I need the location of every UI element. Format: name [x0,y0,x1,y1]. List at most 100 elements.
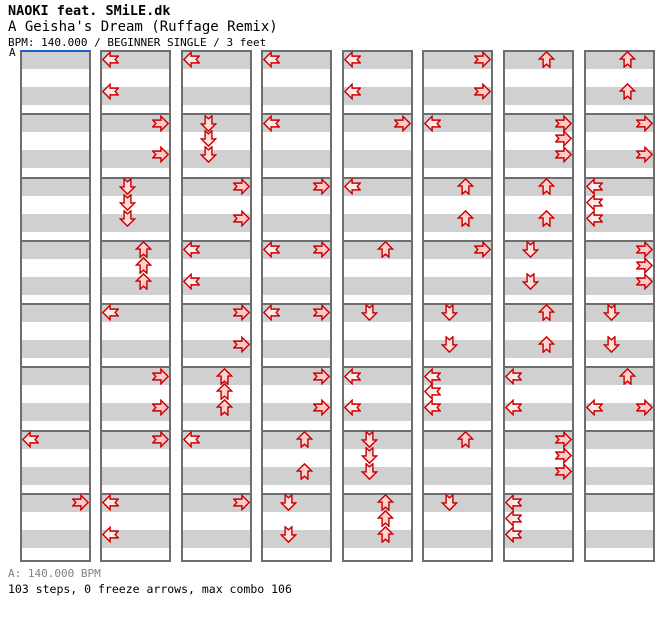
beat-stripe [586,213,653,232]
measure-line [183,303,250,305]
up-arrow-icon [538,177,556,195]
chart-column-3 [181,50,252,562]
down-arrow-icon [521,272,539,290]
right-arrow-icon [313,241,331,259]
right-arrow-icon [636,399,654,417]
beat-stripe [183,276,250,295]
beat-stripe [424,466,491,485]
beat-stripe [263,431,330,449]
measure-line [505,303,572,305]
beat-stripe [344,276,411,295]
measure-line [424,429,491,432]
beat-stripe [586,529,653,548]
beat-stripe [22,213,89,232]
up-arrow-icon [377,494,395,512]
beat-stripe [424,529,491,548]
artist-name: NAOKI feat. SMiLE.dk [8,3,171,19]
down-arrow-icon [440,494,458,512]
down-arrow-icon [118,209,136,227]
beat-stripe [22,340,89,358]
left-arrow-icon [182,51,200,69]
measure-line [344,429,411,432]
right-arrow-icon [555,114,573,132]
up-arrow-icon [619,51,637,69]
chart-column-4 [261,50,332,562]
right-arrow-icon [636,241,654,259]
measure-line [102,492,169,495]
measure-line [183,113,250,116]
measure-line [22,113,89,116]
measure-line [344,492,411,495]
left-arrow-icon [262,114,280,132]
beat-stripe [22,241,89,259]
beat-stripe [344,494,411,512]
left-arrow-icon [585,193,603,211]
measure-line [183,239,250,242]
up-arrow-icon [538,51,556,69]
up-arrow-icon [135,272,153,290]
left-arrow-icon [423,114,441,132]
right-arrow-icon [636,256,654,274]
beat-stripe [424,178,491,196]
measure-line [22,366,89,369]
left-arrow-icon [101,304,119,322]
left-arrow-icon [262,241,280,259]
measure-line [263,303,330,305]
up-arrow-icon [457,430,475,448]
beat-stripe [424,276,491,295]
beat-stripe [424,431,491,449]
beat-stripe [586,276,653,295]
measure-line [263,239,330,242]
beat-stripe [22,305,89,322]
right-arrow-icon [313,304,331,322]
beat-stripe [263,403,330,422]
up-arrow-icon [538,209,556,227]
beat-stripe [263,87,330,105]
measure-line [586,303,653,305]
measure-line [22,492,89,495]
beat-stripe [263,276,330,295]
measure-line [183,492,250,495]
left-arrow-icon [262,304,280,322]
measure-line [424,366,491,369]
up-arrow-icon [377,525,395,543]
down-arrow-icon [360,446,378,464]
beat-stripe [183,115,250,133]
up-arrow-icon [457,177,475,195]
measure-line [505,366,572,369]
beat-stripe [424,305,491,322]
left-arrow-icon [423,367,441,385]
up-arrow-icon [296,430,314,448]
chart-column-6 [422,50,493,562]
beat-stripe [102,403,169,422]
measure-line [344,303,411,305]
measure-line [344,239,411,242]
up-arrow-icon [216,383,234,401]
down-arrow-icon [440,336,458,354]
right-arrow-icon [555,430,573,448]
beat-stripe [586,403,653,422]
up-arrow-icon [538,304,556,322]
right-arrow-icon [233,304,251,322]
beat-stripe [263,494,330,512]
up-arrow-icon [538,336,556,354]
beat-stripe [22,115,89,133]
left-arrow-icon [343,177,361,195]
right-arrow-icon [313,399,331,417]
beat-stripe [344,150,411,169]
beat-stripe [424,403,491,422]
measure-line [505,176,572,179]
beat-stripe [505,52,572,69]
measure-line [586,113,653,116]
left-arrow-icon [423,399,441,417]
beat-stripe [586,52,653,69]
down-arrow-icon [360,304,378,322]
beat-stripe [505,305,572,322]
up-arrow-icon [619,83,637,101]
left-arrow-icon [182,272,200,290]
section-bpm-text: A: 140.000 BPM [8,567,101,580]
down-arrow-icon [602,304,620,322]
beat-stripe [505,403,572,422]
beat-stripe [22,368,89,386]
beat-stripe [22,150,89,169]
